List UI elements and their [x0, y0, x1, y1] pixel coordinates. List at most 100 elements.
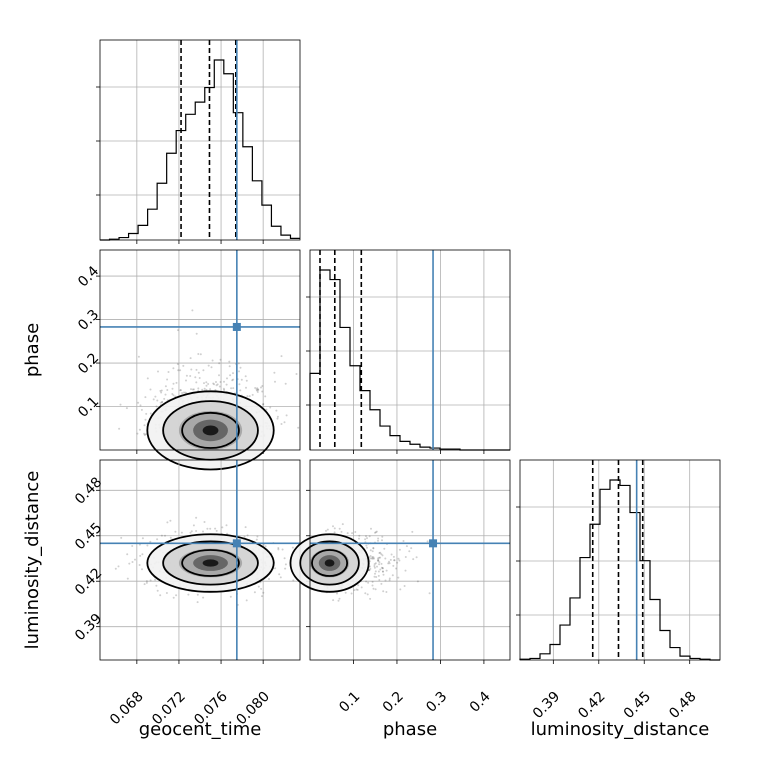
sample-point [149, 540, 152, 543]
sample-point [332, 599, 335, 602]
sample-point [171, 387, 174, 390]
sample-point [384, 579, 387, 582]
sample-point [337, 599, 340, 602]
sample-point [223, 380, 225, 383]
sample-point [369, 555, 372, 557]
sample-point [365, 535, 367, 538]
x-tick-label-phase: 0.2 [380, 689, 407, 716]
sample-point [262, 403, 265, 405]
y-tick-label-phase: 0.1 [75, 394, 102, 421]
contour-line [162, 540, 259, 586]
sample-point [144, 433, 147, 436]
sample-point [377, 559, 379, 562]
sample-point [350, 592, 353, 595]
sample-point [392, 564, 395, 567]
sample-point [164, 385, 167, 388]
sample-point [131, 561, 134, 563]
sample-point [255, 538, 258, 541]
sample-point [126, 553, 129, 556]
sample-point [378, 556, 381, 559]
sample-point [171, 393, 174, 395]
axes-frame [309, 249, 511, 451]
sample-point [377, 559, 380, 562]
sample-point [325, 529, 327, 532]
sample-point [369, 557, 372, 560]
sample-point [137, 355, 140, 358]
x-tick-label-phase: 0.4 [467, 689, 494, 716]
sample-point [284, 567, 287, 570]
sample-point [164, 534, 166, 537]
sample-point [366, 593, 369, 596]
sample-point [368, 535, 371, 538]
sample-point [210, 366, 213, 369]
sample-point [426, 540, 429, 543]
sample-point [274, 567, 277, 570]
x-tick-label-luminosity-distance: 0.39 [530, 689, 563, 722]
sample-point [143, 432, 146, 435]
sample-point [212, 382, 215, 385]
sample-point [390, 553, 393, 556]
sample-point [118, 427, 121, 430]
sample-point [369, 597, 372, 600]
sample-point [169, 519, 172, 522]
sample-point [163, 397, 166, 400]
sample-point [174, 530, 177, 533]
sample-point [214, 527, 217, 530]
sample-point [262, 403, 265, 406]
x-tick-label-phase: 0.1 [336, 689, 363, 716]
sample-point [179, 389, 182, 392]
sample-point [381, 535, 384, 538]
sample-point [351, 532, 354, 535]
truth-marker [429, 539, 438, 548]
sample-point [284, 382, 287, 385]
sample-point [370, 557, 373, 560]
sample-point [189, 531, 192, 534]
sample-point [117, 565, 120, 568]
sample-point [169, 536, 172, 539]
sample-point [248, 395, 251, 398]
sample-point [371, 550, 374, 553]
sample-point [365, 580, 368, 583]
sample-point [377, 558, 380, 561]
sample-point [381, 567, 384, 570]
sample-point [192, 524, 195, 527]
sample-point [195, 516, 198, 519]
sample-point [237, 362, 240, 365]
sample-point [257, 585, 260, 588]
contour-line [146, 390, 275, 471]
contour-line [289, 533, 370, 593]
sample-point [179, 389, 182, 392]
y-tick-label-phase: 0.4 [75, 263, 102, 290]
sample-point [172, 367, 175, 370]
sample-point [211, 359, 214, 362]
sample-point [213, 383, 216, 386]
sample-point [264, 395, 267, 398]
sample-point [177, 329, 179, 332]
sample-point [264, 545, 267, 548]
sample-point [403, 585, 406, 587]
sample-point [379, 556, 382, 559]
sample-point [269, 406, 272, 409]
sample-point [229, 374, 232, 377]
sample-point [256, 387, 259, 390]
sample-point [245, 599, 248, 602]
sample-point [404, 556, 407, 558]
sample-point [371, 556, 374, 558]
axes-frame [519, 459, 721, 661]
sample-point [218, 374, 220, 377]
sample-point [292, 579, 295, 582]
sample-point [166, 389, 169, 391]
sample-point [284, 563, 287, 566]
sample-point [340, 530, 343, 533]
sample-point [344, 591, 347, 594]
sample-point [191, 388, 194, 391]
sample-point [172, 382, 175, 385]
sample-point [396, 561, 399, 564]
sample-point [364, 592, 367, 595]
sample-point [388, 579, 391, 582]
sample-point [154, 395, 157, 398]
sample-point [176, 363, 179, 366]
sample-point [209, 388, 212, 391]
sample-point [380, 566, 383, 569]
sample-point [372, 547, 375, 549]
